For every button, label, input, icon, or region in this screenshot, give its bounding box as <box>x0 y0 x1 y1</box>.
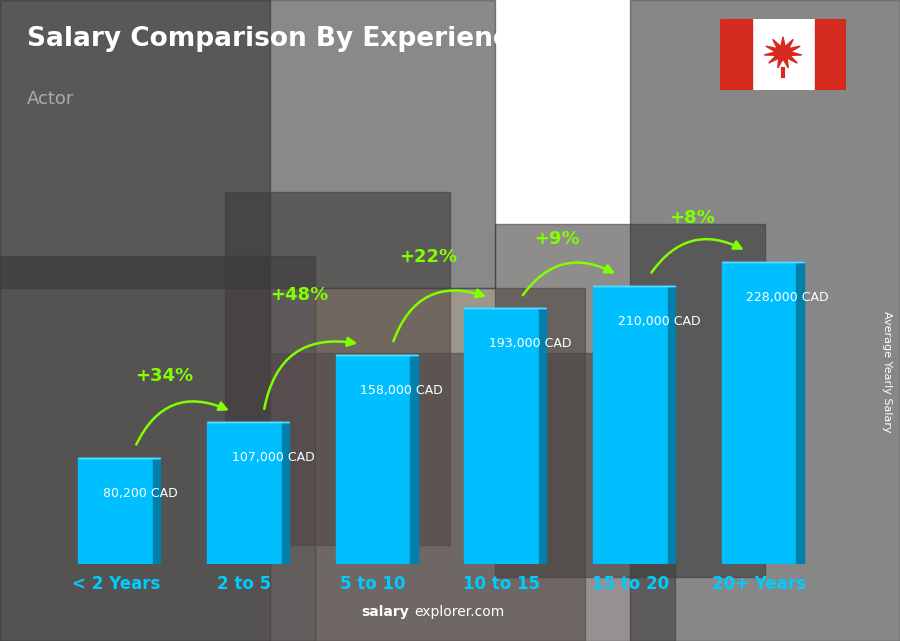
Polygon shape <box>410 354 418 564</box>
Text: Average Yearly Salary: Average Yearly Salary <box>881 311 892 433</box>
Bar <box>225 192 450 545</box>
Text: salary: salary <box>362 604 410 619</box>
Polygon shape <box>539 308 546 564</box>
Text: explorer.com: explorer.com <box>414 604 504 619</box>
Text: Actor: Actor <box>27 90 75 108</box>
Text: +22%: +22% <box>399 247 457 265</box>
Bar <box>207 422 282 564</box>
Bar <box>78 458 153 564</box>
Text: 228,000 CAD: 228,000 CAD <box>746 291 829 304</box>
FancyArrowPatch shape <box>136 401 227 445</box>
Polygon shape <box>796 262 804 564</box>
Bar <box>270 353 675 641</box>
Text: Salary Comparison By Experience: Salary Comparison By Experience <box>27 26 526 52</box>
Bar <box>495 224 765 577</box>
Bar <box>814 19 846 90</box>
Text: +34%: +34% <box>135 367 194 385</box>
Polygon shape <box>668 286 675 564</box>
Bar <box>315 288 585 641</box>
Text: 80,200 CAD: 80,200 CAD <box>103 487 177 500</box>
Bar <box>0 0 495 288</box>
FancyArrowPatch shape <box>393 290 483 341</box>
FancyArrowPatch shape <box>523 263 613 296</box>
Polygon shape <box>153 458 160 564</box>
Bar <box>0 0 270 641</box>
Bar <box>336 354 410 564</box>
Text: +48%: +48% <box>270 286 328 304</box>
Text: 210,000 CAD: 210,000 CAD <box>617 315 700 328</box>
Bar <box>722 262 796 564</box>
FancyArrowPatch shape <box>265 338 355 409</box>
Text: +9%: +9% <box>534 231 580 249</box>
Text: 107,000 CAD: 107,000 CAD <box>231 451 314 464</box>
Text: 193,000 CAD: 193,000 CAD <box>489 337 572 350</box>
FancyArrowPatch shape <box>652 239 742 272</box>
Polygon shape <box>282 422 289 564</box>
Bar <box>593 286 668 564</box>
Polygon shape <box>764 37 802 68</box>
Text: +8%: +8% <box>669 209 715 227</box>
Text: 158,000 CAD: 158,000 CAD <box>360 384 443 397</box>
Bar <box>0 256 315 641</box>
Bar <box>630 0 900 641</box>
Bar <box>464 308 539 564</box>
Bar <box>720 19 751 90</box>
